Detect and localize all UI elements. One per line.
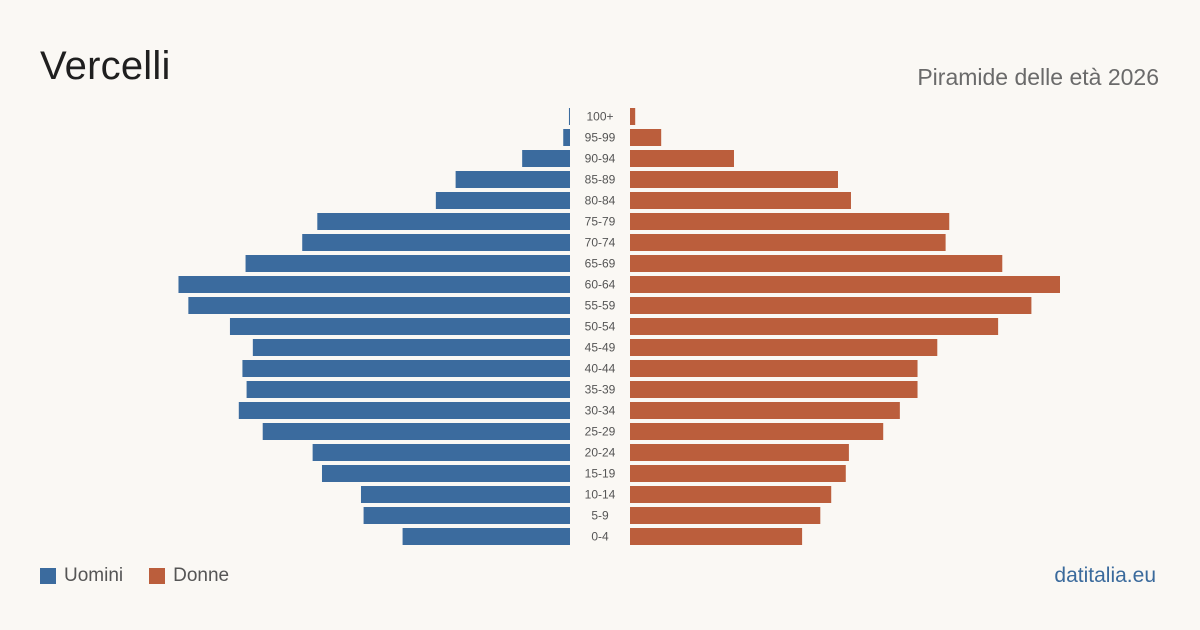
bar-women-30-34 xyxy=(630,402,900,419)
bar-women-85-89 xyxy=(630,171,838,188)
age-label-40-44: 40-44 xyxy=(585,362,616,376)
bar-women-65-69 xyxy=(630,255,1003,272)
bar-women-25-29 xyxy=(630,423,884,440)
bar-men-40-44 xyxy=(242,360,570,377)
age-label-75-79: 75-79 xyxy=(585,215,616,229)
age-label-50-54: 50-54 xyxy=(585,320,616,334)
bar-men-0-4 xyxy=(402,528,570,545)
bar-men-10-14 xyxy=(360,486,570,503)
bar-men-100plus xyxy=(568,108,570,125)
bar-men-35-39 xyxy=(246,381,570,398)
bar-men-55-59 xyxy=(188,297,570,314)
bar-men-15-19 xyxy=(321,465,570,482)
legend: Uomini Donne xyxy=(40,565,255,587)
legend-swatch-men xyxy=(40,568,56,584)
bar-men-75-79 xyxy=(317,213,570,230)
bar-women-90-94 xyxy=(630,150,734,167)
age-label-80-84: 80-84 xyxy=(585,194,616,208)
age-label-85-89: 85-89 xyxy=(585,173,616,187)
bar-women-45-49 xyxy=(630,339,938,356)
bar-men-70-74 xyxy=(302,234,570,251)
bar-women-5-9 xyxy=(630,507,821,524)
age-label-5-9: 5-9 xyxy=(591,509,609,523)
legend-label-men: Uomini xyxy=(64,565,124,586)
bar-men-90-94 xyxy=(522,150,570,167)
bar-men-80-84 xyxy=(435,192,570,209)
bar-women-35-39 xyxy=(630,381,918,398)
bar-women-95-99 xyxy=(630,129,662,146)
age-label-70-74: 70-74 xyxy=(585,236,616,250)
bar-men-50-54 xyxy=(229,318,570,335)
bar-women-0-4 xyxy=(630,528,803,545)
age-label-20-24: 20-24 xyxy=(585,446,616,460)
age-label-25-29: 25-29 xyxy=(585,425,616,439)
legend-label-women: Donne xyxy=(173,565,230,586)
bar-men-85-89 xyxy=(455,171,570,188)
bar-women-20-24 xyxy=(630,444,849,461)
bar-men-45-49 xyxy=(252,339,570,356)
bar-men-65-69 xyxy=(245,255,571,272)
age-label-100plus: 100+ xyxy=(586,110,613,124)
bar-men-5-9 xyxy=(363,507,570,524)
chart-title: Vercelli xyxy=(40,44,171,88)
legend-item-men: Uomini xyxy=(40,565,123,587)
bar-men-25-29 xyxy=(262,423,570,440)
age-label-90-94: 90-94 xyxy=(585,152,616,166)
bar-women-15-19 xyxy=(630,465,846,482)
age-label-0-4: 0-4 xyxy=(591,530,609,544)
bar-women-70-74 xyxy=(630,234,946,251)
bar-men-95-99 xyxy=(563,129,570,146)
age-label-10-14: 10-14 xyxy=(585,488,616,502)
chart-subtitle: Piramide delle età 2026 xyxy=(917,64,1159,90)
bar-women-10-14 xyxy=(630,486,832,503)
bar-women-75-79 xyxy=(630,213,950,230)
bar-men-60-64 xyxy=(178,276,570,293)
bar-women-60-64 xyxy=(630,276,1060,293)
age-label-95-99: 95-99 xyxy=(585,131,616,145)
bar-women-80-84 xyxy=(630,192,851,209)
age-label-15-19: 15-19 xyxy=(585,467,616,481)
bar-men-30-34 xyxy=(238,402,570,419)
age-label-45-49: 45-49 xyxy=(585,341,616,355)
age-label-65-69: 65-69 xyxy=(585,257,616,271)
bar-women-100plus xyxy=(630,108,636,125)
age-label-60-64: 60-64 xyxy=(585,278,616,292)
age-label-55-59: 55-59 xyxy=(585,299,616,313)
bar-women-50-54 xyxy=(630,318,999,335)
source-link[interactable]: datitalia.eu xyxy=(1054,564,1156,587)
legend-item-women: Donne xyxy=(149,565,229,587)
age-label-35-39: 35-39 xyxy=(585,383,616,397)
bar-men-20-24 xyxy=(312,444,570,461)
bar-women-40-44 xyxy=(630,360,918,377)
legend-swatch-women xyxy=(149,568,166,584)
bar-women-55-59 xyxy=(630,297,1032,314)
age-label-30-34: 30-34 xyxy=(585,404,616,418)
